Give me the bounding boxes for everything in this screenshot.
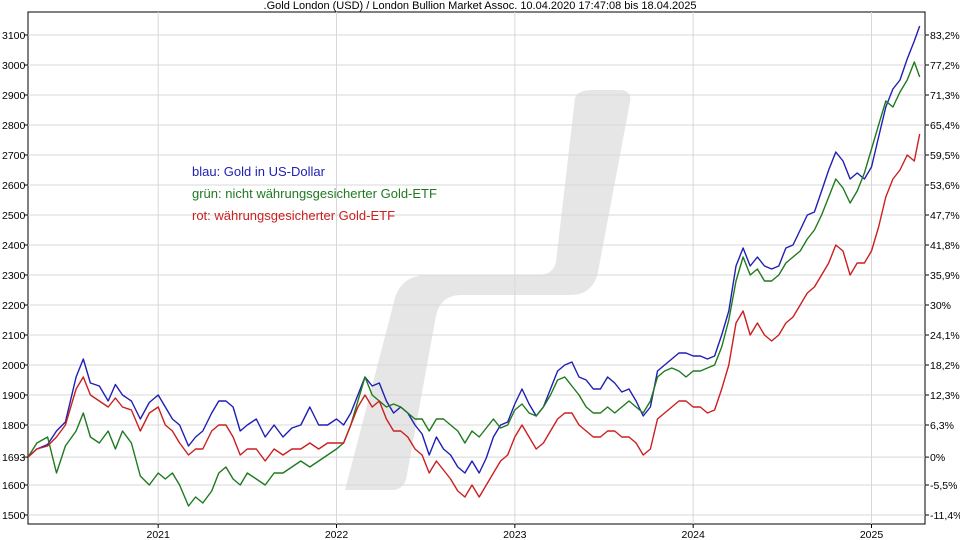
y-tick-label-left: 2400 <box>2 240 26 252</box>
series-line-green <box>28 61 921 507</box>
legend-green-unhedged-etf: grün: nicht währungsgesicherter Gold-ETF <box>192 186 437 201</box>
y-tick-label-left: 1600 <box>2 480 26 492</box>
y-tick-label-right: -11,4% <box>930 510 960 522</box>
chart-title: .Gold London (USD) / London Bullion Mark… <box>263 0 697 12</box>
watermark-logo <box>345 90 631 490</box>
y-tick-label-left: 2200 <box>2 300 26 312</box>
y-tick-label-left: 1800 <box>2 420 26 432</box>
y-tick-label-left: 1500 <box>2 510 26 522</box>
x-tick-label: 2021 <box>147 529 171 540</box>
y-tick-label-right: 53,6% <box>930 180 960 192</box>
x-tick-label: 2023 <box>503 529 527 540</box>
y-tick-label-left: 1693 <box>2 452 26 464</box>
y-tick-label-right: 30% <box>930 300 951 312</box>
y-tick-label-right: 18,2% <box>930 360 960 372</box>
y-tick-label-left: 2800 <box>2 120 26 132</box>
y-tick-label-right: 47,7% <box>930 210 960 222</box>
plot-area-frame <box>27 11 926 525</box>
y-tick-label-left: 2500 <box>2 210 26 222</box>
y-tick-label-right: 59,5% <box>930 150 960 162</box>
y-tick-label-left: 2900 <box>2 90 26 102</box>
y-tick-label-right: 35,9% <box>930 270 960 282</box>
y-tick-label-right: 71,3% <box>930 90 960 102</box>
y-tick-label-right: 12,3% <box>930 390 960 402</box>
x-tick-label: 2024 <box>681 529 705 540</box>
y-tick-label-left: 1900 <box>2 390 26 402</box>
y-tick-label-left: 3100 <box>2 30 26 42</box>
y-tick-label-right: 83,2% <box>930 30 960 42</box>
y-tick-label-left: 2600 <box>2 180 26 192</box>
series-line-blue <box>28 25 921 474</box>
y-tick-label-left: 2700 <box>2 150 26 162</box>
x-tick-label: 2025 <box>860 529 884 540</box>
y-tick-label-right: -5,5% <box>930 480 957 492</box>
y-tick-label-right: 77,2% <box>930 60 960 72</box>
y-tick-label-right: 6,3% <box>930 420 954 432</box>
y-tick-label-right: 24,1% <box>930 330 960 342</box>
y-tick-label-right: 41,8% <box>930 240 960 252</box>
y-tick-label-left: 3000 <box>2 60 26 72</box>
legend-blue-gold-usd: blau: Gold in US-Dollar <box>192 164 326 179</box>
y-tick-label-left: 2300 <box>2 270 26 282</box>
legend-red-hedged-etf: rot: währungsgesicherter Gold-ETF <box>192 208 395 223</box>
y-tick-label-right: 0% <box>930 452 945 464</box>
series-line-red <box>28 133 921 498</box>
y-tick-label-left: 2100 <box>2 330 26 342</box>
y-tick-label-right: 65,4% <box>930 120 960 132</box>
y-tick-label-left: 2000 <box>2 360 26 372</box>
x-tick-label: 2022 <box>325 529 349 540</box>
